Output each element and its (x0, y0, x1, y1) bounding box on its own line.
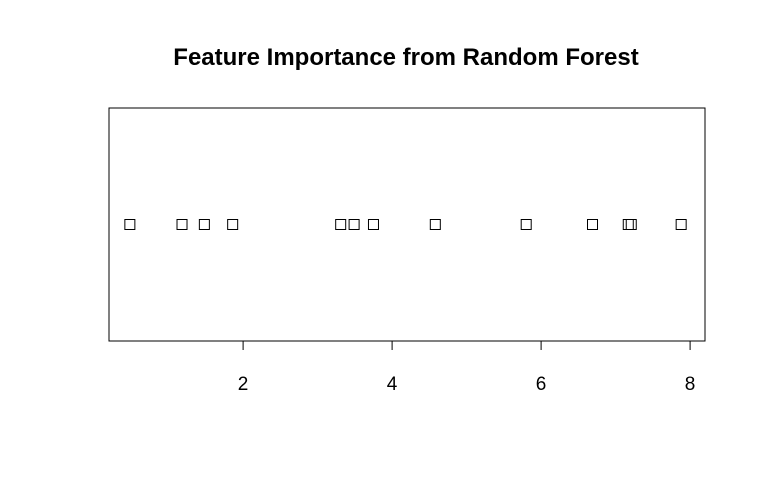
data-point (176, 219, 188, 230)
data-point (622, 219, 634, 230)
data-point (335, 219, 347, 230)
data-point (587, 219, 599, 230)
x-tick-label: 4 (387, 374, 398, 395)
x-tick-label: 8 (685, 374, 696, 395)
data-point (429, 219, 441, 230)
data-point (520, 219, 532, 230)
data-point (348, 219, 360, 230)
data-point (675, 219, 687, 230)
x-axis: 2 4 6 8 (238, 340, 696, 395)
data-points (124, 219, 687, 230)
data-point (124, 219, 136, 230)
plot-frame (108, 107, 706, 342)
data-point (227, 219, 239, 230)
chart-title: Feature Importance from Random Forest (173, 44, 638, 71)
data-point (198, 219, 210, 230)
x-tick-label: 2 (238, 374, 249, 395)
x-tick-label: 6 (536, 374, 547, 395)
data-point (625, 219, 637, 230)
data-point (367, 219, 379, 230)
